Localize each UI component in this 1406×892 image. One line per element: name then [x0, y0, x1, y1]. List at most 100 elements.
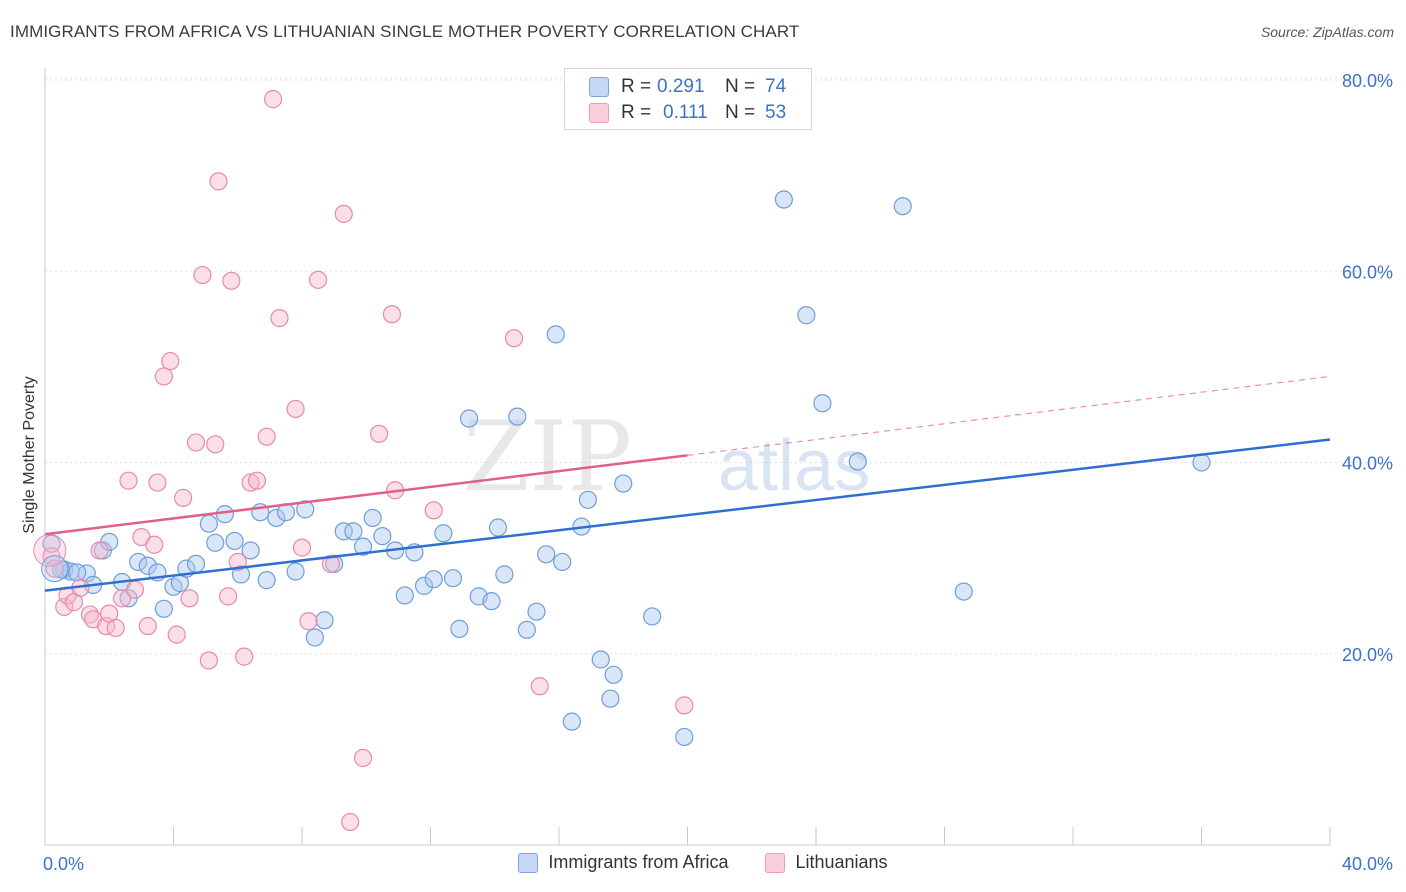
point-immigrants-from-africa — [508, 407, 527, 426]
point-lithuanians — [530, 677, 549, 696]
point-lithuanians — [299, 612, 318, 631]
point-lithuanians — [370, 424, 389, 443]
point-lithuanians — [257, 427, 276, 446]
point-immigrants-from-africa — [434, 524, 453, 543]
point-lithuanians — [321, 554, 341, 573]
point-immigrants-from-africa — [495, 565, 514, 584]
point-immigrants-from-africa — [414, 576, 434, 595]
point-immigrants-from-africa — [353, 537, 373, 556]
trend-line-lithuanians — [44, 454, 688, 536]
point-lithuanians — [138, 616, 157, 636]
point-immigrants-from-africa — [68, 563, 87, 582]
r-label: R = — [621, 102, 652, 123]
pink-swatch — [589, 103, 609, 123]
legend-label: Immigrants from Africa — [548, 852, 729, 872]
point-lithuanians — [45, 559, 64, 578]
legend-swatch-blue — [518, 852, 539, 873]
point-immigrants-from-africa — [296, 500, 315, 519]
point-immigrants-from-africa — [286, 562, 305, 581]
point-lithuanians — [148, 473, 167, 492]
point-lithuanians — [308, 270, 328, 289]
point-immigrants-from-africa — [537, 545, 556, 564]
point-immigrants-from-africa — [675, 727, 694, 747]
point-lithuanians — [174, 488, 193, 507]
n-value: 53 — [765, 102, 787, 123]
point-lithuanians — [145, 535, 164, 554]
point-immigrants-from-africa — [129, 552, 148, 572]
point-lithuanians — [119, 471, 138, 490]
point-immigrants-from-africa — [257, 571, 276, 590]
point-lithuanians — [206, 435, 225, 454]
point-immigrants-from-africa — [517, 620, 536, 639]
legend-item-immigrants-from-africa: Immigrants from Africa — [518, 852, 728, 873]
point-lithuanians — [186, 433, 206, 452]
watermark: ZIP atlas — [463, 401, 870, 513]
point-immigrants-from-africa — [373, 527, 392, 546]
point-immigrants-from-africa — [813, 394, 832, 413]
point-immigrants-from-africa — [241, 541, 260, 560]
point-immigrants-from-africa — [267, 508, 286, 528]
point-immigrants-from-africa — [305, 628, 324, 647]
point-immigrants-from-africa — [424, 570, 443, 589]
point-immigrants-from-africa — [154, 599, 173, 618]
point-immigrants-from-africa — [450, 619, 469, 638]
point-lithuanians — [292, 538, 312, 557]
point-immigrants-from-africa — [395, 586, 414, 605]
point-lithuanians — [504, 329, 524, 348]
point-immigrants-from-africa — [41, 555, 69, 583]
point-immigrants-from-africa — [601, 689, 620, 708]
point-immigrants-from-africa — [546, 325, 565, 344]
y-tick-label: 60.0% — [1342, 262, 1393, 282]
point-lithuanians — [235, 647, 254, 666]
point-immigrants-from-africa — [363, 508, 382, 528]
point-immigrants-from-africa — [488, 518, 508, 537]
point-immigrants-from-africa — [482, 592, 501, 611]
point-lithuanians — [382, 305, 402, 324]
point-lithuanians — [247, 471, 267, 490]
point-immigrants-from-africa — [591, 650, 610, 669]
point-immigrants-from-africa — [206, 533, 225, 552]
point-immigrants-from-africa — [138, 556, 157, 575]
point-immigrants-from-africa — [562, 712, 581, 731]
watermark-zip: ZIP — [463, 401, 632, 513]
chart-title: IMMIGRANTS FROM AFRICA VS LITHUANIAN SIN… — [10, 22, 800, 41]
y-tick-label: 40.0% — [1342, 454, 1393, 474]
point-lithuanians — [106, 618, 125, 638]
blue-swatch — [589, 77, 609, 97]
point-lithuanians — [241, 473, 260, 492]
point-lithuanians — [424, 501, 443, 520]
point-lithuanians — [167, 625, 186, 644]
n-label: N = — [725, 76, 756, 97]
point-immigrants-from-africa — [334, 522, 353, 541]
tick-labels: 20.0% 40.0% 60.0% 80.0% 0.0% 40.0% — [43, 71, 1393, 874]
point-immigrants-from-africa — [578, 490, 598, 509]
legend-swatch-pink — [765, 852, 786, 873]
point-immigrants-from-africa — [553, 552, 572, 572]
point-immigrants-from-africa — [215, 505, 234, 524]
point-immigrants-from-africa — [186, 554, 206, 573]
r-value: 0.111 — [663, 102, 708, 123]
point-lithuanians — [334, 204, 353, 223]
point-lithuanians — [270, 309, 289, 328]
point-immigrants-from-africa — [774, 190, 793, 209]
point-immigrants-from-africa — [848, 452, 867, 471]
correlation-legend: R = 0.291 N = 74 R = 0.111 N = 53 — [564, 68, 812, 130]
data-points — [33, 90, 1211, 832]
point-lithuanians — [675, 696, 694, 715]
point-immigrants-from-africa — [459, 409, 479, 428]
y-tick-label: 80.0% — [1342, 71, 1393, 91]
series-legend: Immigrants from Africa Lithuanians — [0, 852, 1406, 878]
trend-line-lithuanians-extrapolated — [687, 375, 1331, 456]
point-immigrants-from-africa — [199, 514, 218, 533]
point-immigrants-from-africa — [527, 602, 546, 621]
r-value: 0.291 — [657, 76, 705, 97]
point-lithuanians — [125, 580, 145, 599]
r-label: R = — [621, 76, 652, 97]
point-lithuanians — [90, 541, 109, 560]
legend-item-lithuanians: Lithuanians — [765, 852, 888, 873]
point-immigrants-from-africa — [42, 534, 61, 553]
point-immigrants-from-africa — [797, 306, 816, 325]
point-lithuanians — [154, 367, 173, 386]
point-immigrants-from-africa — [344, 522, 363, 541]
x-tick-label: 0.0% — [43, 854, 84, 874]
